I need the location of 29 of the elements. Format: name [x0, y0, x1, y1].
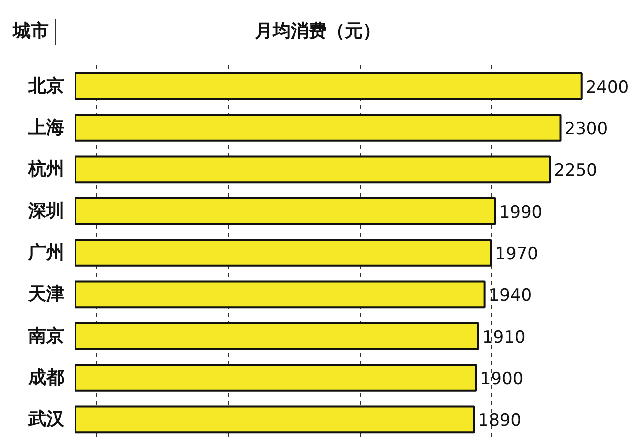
- bar: [76, 156, 552, 184]
- data-label: 1910: [482, 328, 526, 348]
- bar: [76, 322, 480, 350]
- bar: [76, 406, 476, 434]
- y-tick-label: 成都: [28, 368, 64, 388]
- bar: [76, 72, 583, 100]
- data-label: 1990: [499, 202, 543, 223]
- bar: [76, 364, 478, 392]
- y-tick-label: 上海: [28, 118, 64, 138]
- bar: [76, 114, 562, 142]
- data-label: 2300: [564, 120, 608, 140]
- y-axis-title: 城市: [13, 19, 56, 45]
- data-label: 2400: [586, 78, 630, 98]
- chart-title: 月均消费（元）: [255, 20, 381, 44]
- y-tick-label: 广州: [28, 242, 64, 264]
- y-tick-label: 杭州: [28, 159, 64, 180]
- data-label: 1970: [495, 244, 538, 264]
- data-label: 1940: [488, 286, 532, 306]
- data-label: 1890: [478, 411, 522, 432]
- bar: [76, 239, 492, 267]
- bar: [76, 197, 496, 226]
- data-label: 1900: [480, 370, 524, 390]
- y-tick-label: 南京: [28, 326, 64, 347]
- data-label: 2250: [554, 161, 598, 182]
- y-tick-label: 深圳: [28, 200, 64, 222]
- y-tick-label: 天津: [28, 284, 64, 306]
- bar: [76, 280, 486, 309]
- y-tick-label: 武汉: [28, 409, 66, 430]
- y-tick-label: 北京: [28, 76, 64, 97]
